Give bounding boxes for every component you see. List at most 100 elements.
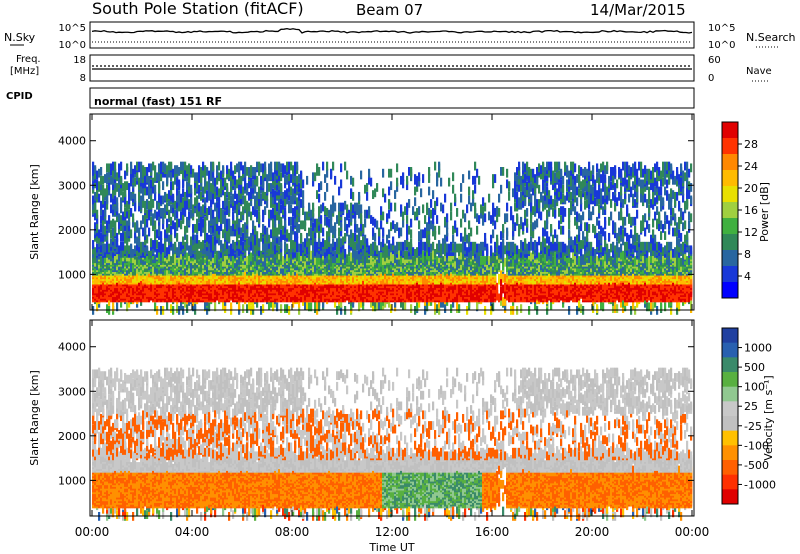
- power-cell: [334, 242, 336, 251]
- power-cell: [328, 210, 330, 219]
- power-cell: [138, 178, 140, 187]
- power-cell: [284, 190, 286, 199]
- power-cell: [120, 162, 122, 171]
- power-cell: [280, 172, 282, 181]
- power-cell: [206, 233, 208, 242]
- power-cell: [218, 226, 220, 235]
- power-cell: [258, 162, 260, 171]
- power-cell: [102, 210, 104, 219]
- power-cell: [324, 217, 326, 226]
- power-cell: [250, 253, 252, 262]
- power-cell: [210, 199, 212, 208]
- power-cell: [266, 228, 268, 237]
- power-cell: [320, 215, 322, 224]
- power-cell: [272, 188, 274, 197]
- power-cell: [104, 201, 106, 210]
- power-cell: [346, 254, 348, 263]
- power-cell: [178, 242, 180, 251]
- power-cell: [240, 228, 242, 237]
- power-cell: [164, 204, 166, 213]
- power-cell: [290, 187, 292, 196]
- power-cell: [196, 196, 198, 205]
- power-cell: [234, 201, 236, 210]
- power-cell: [250, 178, 252, 187]
- nsky-panel: [90, 22, 694, 48]
- power-cell: [272, 172, 274, 181]
- power-cell: [152, 178, 154, 187]
- power-cell: [124, 231, 126, 240]
- power-cell: [222, 244, 224, 253]
- power-cell: [322, 238, 324, 247]
- power-cell: [144, 201, 146, 210]
- power-cell: [280, 183, 282, 192]
- power-cell: [262, 224, 264, 233]
- power-cell: [336, 238, 338, 247]
- power-cell: [298, 174, 300, 183]
- power-cell: [210, 183, 212, 192]
- power-cell: [246, 304, 248, 313]
- power-cell: [206, 181, 208, 190]
- power-cell: [364, 210, 366, 219]
- power-cell: [268, 235, 270, 244]
- power-cell: [268, 183, 270, 192]
- power-cell: [96, 171, 98, 180]
- power-cell: [226, 165, 228, 174]
- power-cell: [214, 254, 216, 263]
- power-cell: [332, 238, 334, 247]
- power-cell: [308, 203, 310, 212]
- power-cell: [274, 190, 276, 199]
- power-cell: [326, 231, 328, 240]
- power-cell: [154, 210, 156, 219]
- power-cell: [212, 237, 214, 246]
- power-cell: [110, 220, 112, 229]
- power-cell: [246, 167, 248, 176]
- power-cell: [190, 185, 192, 194]
- power-cell: [322, 162, 324, 171]
- power-cell: [140, 196, 142, 205]
- freq-tick-bottom: 8: [80, 73, 86, 84]
- power-cell: [130, 229, 132, 238]
- power-cell: [150, 217, 152, 226]
- power-cell: [344, 162, 346, 171]
- power-cell: [186, 235, 188, 244]
- power-cell: [168, 210, 170, 219]
- power-cell: [270, 229, 272, 238]
- power-cell: [240, 237, 242, 246]
- power-cell: [246, 238, 248, 247]
- power-cell: [286, 188, 288, 197]
- power-cell: [324, 192, 326, 201]
- power-cell: [160, 196, 162, 205]
- power-cell: [114, 196, 116, 205]
- power-cell: [120, 176, 122, 185]
- power-cell: [330, 244, 332, 253]
- power-cell: [214, 217, 216, 226]
- power-cell: [212, 162, 214, 171]
- power-cell: [174, 165, 176, 174]
- power-cell: [180, 242, 182, 251]
- power-cell: [346, 204, 348, 213]
- power-cell: [354, 233, 356, 242]
- power-cell: [302, 220, 304, 229]
- power-cell: [230, 244, 232, 253]
- power-cell: [298, 183, 300, 192]
- power-cell: [106, 185, 108, 194]
- power-cell: [186, 181, 188, 190]
- power-cell: [332, 226, 334, 235]
- power-cell: [366, 238, 368, 247]
- power-cell: [348, 235, 350, 244]
- power-cell: [208, 171, 210, 180]
- power-cell: [256, 176, 258, 185]
- power-cell: [124, 181, 126, 190]
- power-cell: [328, 219, 330, 228]
- power-cell: [268, 163, 270, 172]
- power-cell: [200, 192, 202, 201]
- power-cell: [300, 171, 302, 180]
- power-cell: [180, 212, 182, 221]
- power-cell: [148, 228, 150, 237]
- power-cell: [192, 204, 194, 213]
- nsearch-label: N.Search: [746, 31, 796, 44]
- power-cell: [164, 229, 166, 238]
- power-cell: [356, 224, 358, 233]
- power-cell: [314, 219, 316, 228]
- power-cell: [200, 167, 202, 176]
